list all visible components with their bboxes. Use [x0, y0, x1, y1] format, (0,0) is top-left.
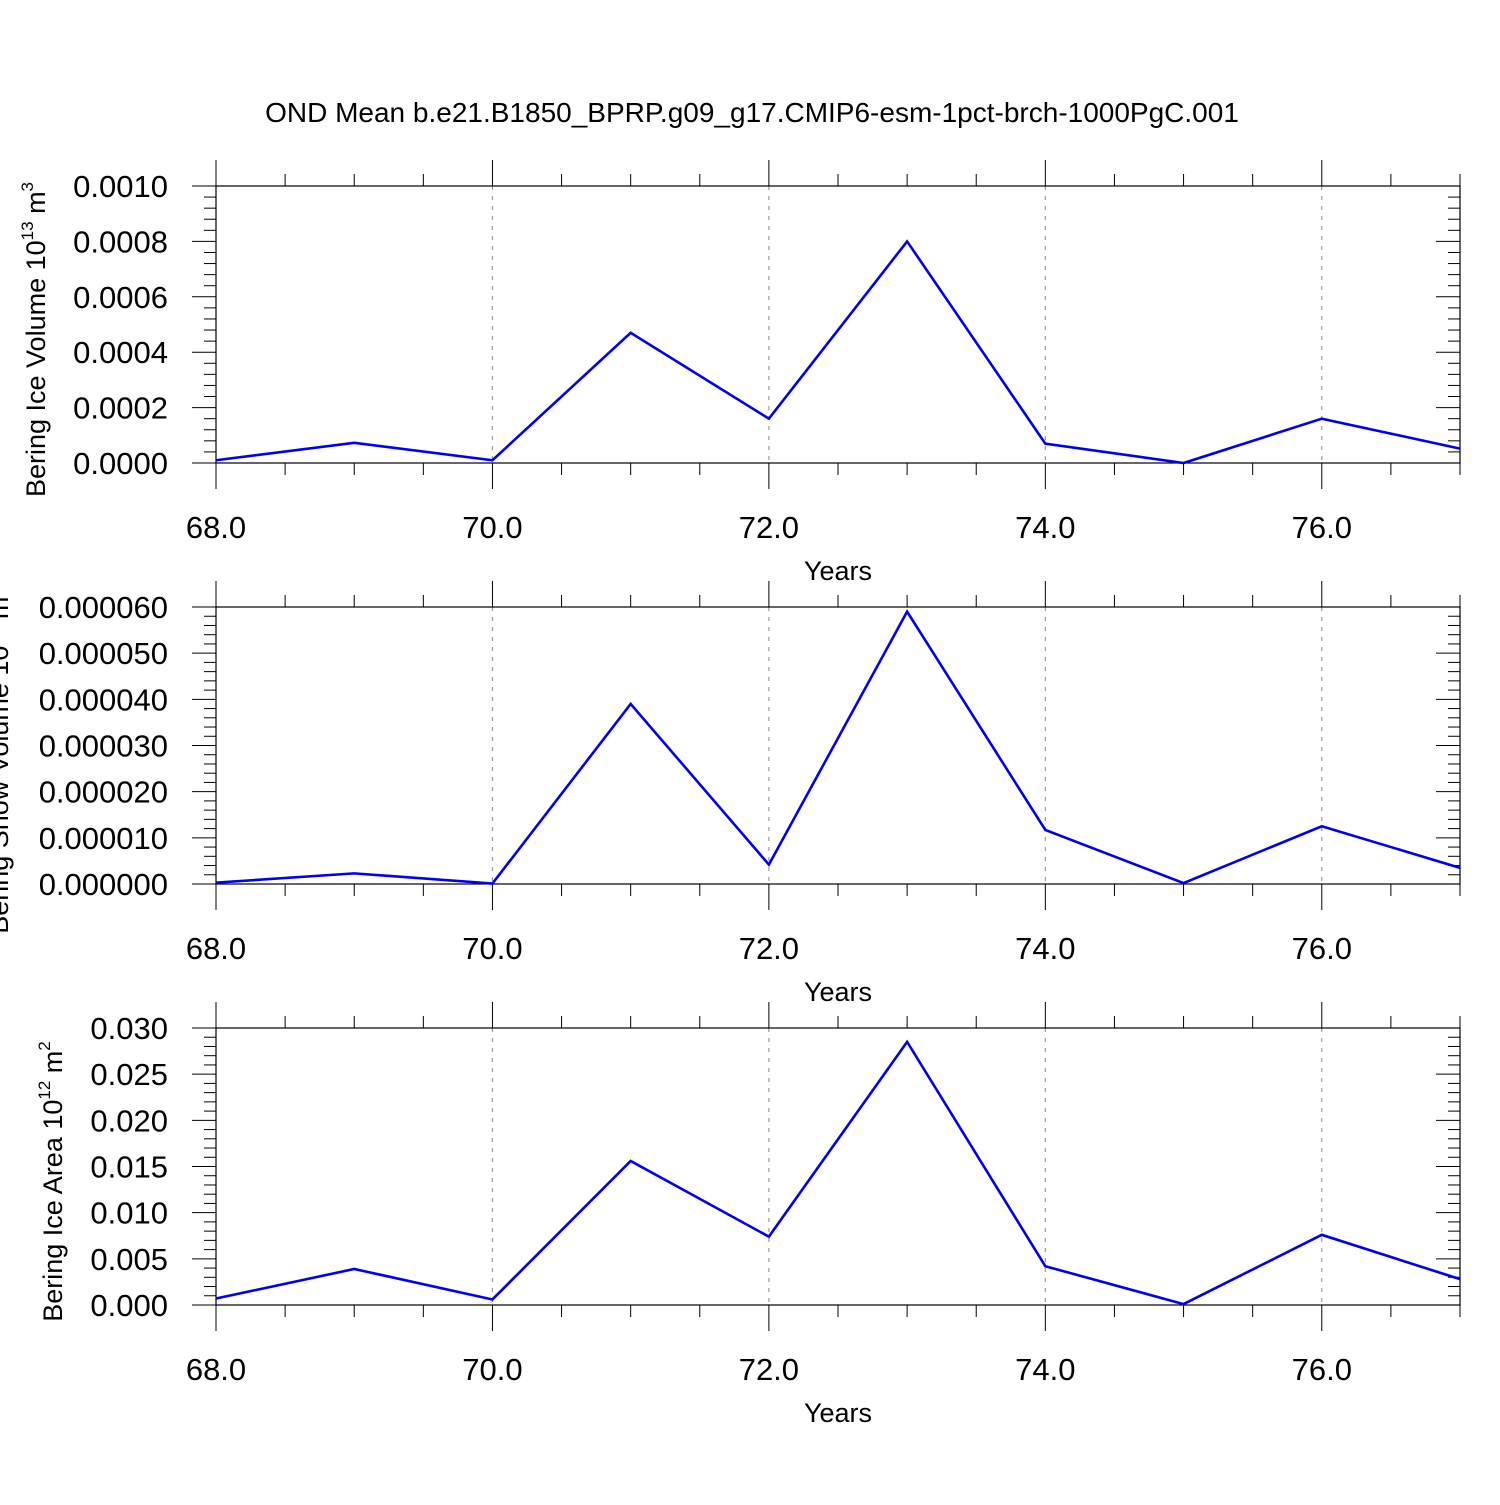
y-axis-title-exponent: 13 [18, 221, 37, 240]
y-tick-label: 0.000040 [39, 682, 168, 717]
chart-panel-1: 68.0 70.0 72.0 74.0 76.0 0.0000 0.0002 0.0004 0.… [18, 160, 1461, 586]
y-axis-title-unit-exponent: 3 [18, 182, 37, 191]
y-tick-label: 0.000010 [39, 821, 168, 856]
y-axis-title: Bering Ice Volume 1013 m3 [18, 182, 51, 497]
x-tick-label: 76.0 [1292, 510, 1352, 545]
y-axis-title-text: Bering Ice Area 10 [38, 1100, 68, 1322]
x-tick-label: 72.0 [739, 510, 799, 545]
y-tick-label: 0.0000 [73, 446, 168, 481]
y-axis-title-unit-exponent: 2 [35, 1041, 54, 1050]
series-line [215, 239, 1461, 465]
y-tick-label: 0.000050 [39, 636, 168, 671]
y-tick-label: 0.0008 [73, 224, 168, 259]
x-axis-title: Years [804, 556, 872, 586]
x-tick-label: 74.0 [1015, 1352, 1075, 1387]
plot-frame [215, 1027, 1461, 1306]
x-tick-label: 74.0 [1015, 510, 1075, 545]
x-tick-label: 70.0 [462, 1352, 522, 1387]
x-tick-label: 74.0 [1015, 931, 1075, 966]
x-tick-label: 72.0 [739, 1352, 799, 1387]
y-axis-title-unit: m [0, 597, 14, 627]
y-tick-label: 0.0006 [73, 280, 168, 315]
y-tick-label: 0.0010 [73, 169, 168, 204]
y-tick-label: 0.000 [90, 1288, 168, 1323]
x-tick-label: 68.0 [186, 1352, 246, 1387]
x-tick-label: 76.0 [1292, 1352, 1352, 1387]
x-tick-label: 68.0 [186, 931, 246, 966]
y-tick-label: 0.0004 [73, 335, 168, 370]
plot-frame [215, 185, 1461, 464]
x-axis-title: Years [804, 977, 872, 1007]
y-axis-title-unit: m [21, 191, 51, 221]
plot-frame [215, 606, 1461, 885]
x-tick-label: 70.0 [462, 510, 522, 545]
y-axis-title-exponent: 12 [35, 1081, 54, 1100]
y-tick-label: 0.000060 [39, 590, 168, 625]
x-tick-label: 70.0 [462, 931, 522, 966]
y-tick-label: 0.030 [90, 1011, 168, 1046]
y-tick-label: 0.000000 [39, 867, 168, 902]
y-tick-label: 0.020 [90, 1103, 168, 1138]
y-tick-label: 0.0002 [73, 391, 168, 426]
chart-panel-2: 68.0 70.0 72.0 74.0 76.0 0.000000 0.000010 0.00… [0, 581, 1461, 1007]
y-tick-label: 0.000020 [39, 775, 168, 810]
x-axis-title: Years [804, 1398, 872, 1428]
x-tick-label: 76.0 [1292, 931, 1352, 966]
series-line [215, 1039, 1461, 1306]
x-tick-label: 68.0 [186, 510, 246, 545]
figure-title: OND Mean b.e21.B1850_BPRP.g09_g17.CMIP6-… [265, 97, 1239, 128]
y-axis-title-unit: m [38, 1051, 68, 1081]
y-tick-label: 0.015 [90, 1150, 168, 1185]
x-tick-label: 72.0 [739, 931, 799, 966]
y-tick-label: 0.005 [90, 1242, 168, 1277]
chart-panel-3: 68.0 70.0 72.0 74.0 76.0 0.000 0.005 0.010 0.015… [35, 1002, 1461, 1428]
y-axis-title: Bering Snow Volume 1013 m3 [0, 587, 14, 934]
y-tick-label: 0.025 [90, 1057, 168, 1092]
y-axis-title: Bering Ice Area 1012 m2 [35, 1041, 68, 1322]
y-axis-title-text: Bering Ice Volume 10 [21, 240, 51, 497]
series-line [215, 609, 1461, 885]
y-axis-title-text: Bering Snow Volume 10 [0, 646, 14, 934]
y-tick-label: 0.010 [90, 1196, 168, 1231]
y-tick-label: 0.000030 [39, 729, 168, 764]
